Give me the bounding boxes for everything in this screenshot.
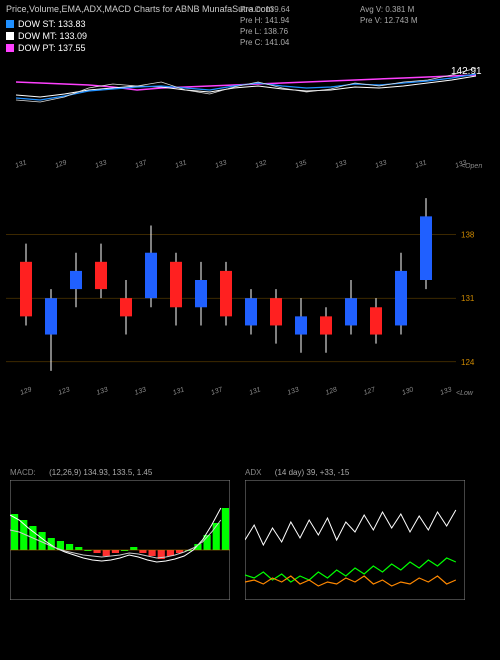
svg-text:138: 138 — [461, 231, 475, 240]
macd-name: MACD: — [10, 468, 36, 477]
legend-swatch — [6, 32, 14, 40]
svg-text:129: 129 — [54, 159, 67, 170]
svg-text:132: 132 — [254, 159, 267, 170]
volume-stats: Avg V: 0.381 MPre V: 12.743 M — [360, 4, 418, 26]
svg-text:129: 129 — [19, 386, 32, 397]
chart-container: Price,Volume,EMA,ADX,MACD Charts for ABN… — [0, 0, 500, 660]
svg-text:142.91: 142.91 — [451, 66, 482, 77]
svg-text:128: 128 — [325, 386, 338, 397]
legend-text: DOW PT: 137.55 — [18, 42, 86, 54]
svg-text:133: 133 — [334, 159, 347, 170]
svg-text:131: 131 — [172, 386, 185, 397]
stat-row: Pre V: 12.743 M — [360, 15, 418, 26]
legend-swatch — [6, 20, 14, 28]
svg-text:133: 133 — [214, 159, 227, 170]
svg-text:131: 131 — [461, 294, 475, 303]
svg-text:<Low: <Low — [456, 390, 474, 397]
stat-row: Pre H: 141.94 — [240, 15, 290, 26]
svg-text:131: 131 — [174, 159, 187, 170]
adx-values: (14 day) 39, +33, -15 — [275, 468, 350, 477]
candlestick-chart: 138 131 124 129 123 133 133 131 137 131 133 128 127 1… — [6, 170, 486, 400]
svg-text:133: 133 — [439, 386, 452, 397]
svg-text:133: 133 — [374, 159, 387, 170]
stat-row: Pre C: 141.04 — [240, 37, 290, 48]
svg-text:<Open: <Open — [461, 163, 482, 170]
macd-label: MACD: (12,26,9) 134.93, 133.5, 1.45 — [10, 468, 152, 477]
macd-values: (12,26,9) 134.93, 133.5, 1.45 — [49, 468, 152, 477]
svg-text:133: 133 — [287, 386, 300, 397]
legend-text: DOW MT: 133.09 — [18, 30, 87, 42]
svg-text:133: 133 — [96, 386, 109, 397]
stat-row: Avg V: 0.381 M — [360, 4, 418, 15]
svg-text:133: 133 — [94, 159, 107, 170]
stat-row: Pre L: 138.76 — [240, 26, 290, 37]
ohlc-stats: Pre O: 139.64Pre H: 141.94Pre L: 138.76P… — [240, 4, 290, 48]
legend-item: DOW PT: 137.55 — [6, 42, 87, 54]
ema-line-chart: 131129133137131133132135133133131133<Ope… — [6, 60, 486, 170]
legend-swatch — [6, 44, 14, 52]
svg-text:133: 133 — [134, 386, 147, 397]
legend-item: DOW ST: 133.83 — [6, 18, 87, 30]
page-title: Price,Volume,EMA,ADX,MACD Charts for ABN… — [6, 4, 273, 14]
svg-text:131: 131 — [14, 159, 27, 170]
svg-text:123: 123 — [57, 386, 70, 397]
svg-text:130: 130 — [401, 386, 414, 397]
macd-chart — [10, 480, 230, 600]
stat-row: Pre O: 139.64 — [240, 4, 290, 15]
adx-name: ADX — [245, 468, 261, 477]
legend-item: DOW MT: 133.09 — [6, 30, 87, 42]
svg-text:137: 137 — [210, 386, 224, 397]
svg-text:127: 127 — [363, 386, 377, 397]
svg-text:137: 137 — [134, 159, 148, 170]
svg-text:131: 131 — [414, 159, 427, 170]
svg-text:135: 135 — [294, 159, 307, 170]
legend: DOW ST: 133.83DOW MT: 133.09DOW PT: 137.… — [6, 18, 87, 54]
svg-text:131: 131 — [248, 386, 261, 397]
adx-chart — [245, 480, 465, 600]
adx-label: ADX (14 day) 39, +33, -15 — [245, 468, 349, 477]
svg-text:124: 124 — [461, 358, 475, 367]
legend-text: DOW ST: 133.83 — [18, 18, 86, 30]
